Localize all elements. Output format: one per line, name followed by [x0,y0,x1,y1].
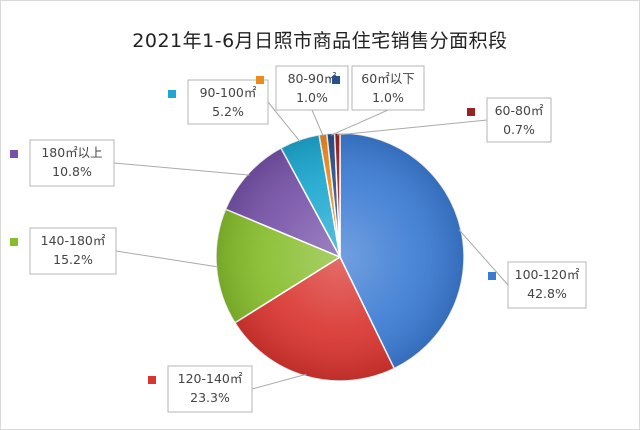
callout-3: 180㎡以上 10.8% [10,139,115,187]
legend-swatch-1 [148,376,156,384]
slice-value-2: 15.2% [53,252,93,267]
legend-swatch-7 [467,108,475,116]
callout-4: 90-100㎡ 5.2% [168,79,269,125]
leader-line-4 [267,101,301,143]
leader-line-3 [113,162,250,176]
legend-swatch-3 [10,150,18,158]
slice-label-1: 120-140㎡ [178,371,243,386]
slice-value-1: 23.3% [190,390,230,405]
legend-swatch-5 [256,76,264,84]
slice-label-2: 140-180㎡ [41,233,106,248]
slice-value-6: 1.0% [372,90,404,105]
leader-line-6 [330,109,389,136]
slice-label-7: 60-80㎡ [495,103,544,118]
callout-1: 120-140㎡ 23.3% [148,365,253,413]
legend-swatch-6 [332,76,340,84]
leader-line-1 [251,373,307,390]
legend-swatch-4 [168,90,176,98]
callout-box-3 [29,139,115,187]
slice-label-6: 60㎡以下 [361,71,414,86]
callout-box-6 [351,65,425,111]
callout-box-7 [486,97,552,143]
leader-line-7 [337,119,488,136]
callout-5: 80-90㎡ 1.0% [256,65,349,111]
slice-value-0: 42.8% [527,286,567,301]
slice-value-3: 10.8% [52,164,92,179]
callout-box-4 [187,79,269,125]
callout-0: 100-120㎡ 42.8% [488,261,587,309]
chart-title: 2021年1-6月日照市商品住宅销售分面积段 [132,30,508,52]
leader-line-0 [458,229,509,286]
slice-label-0: 100-120㎡ [515,267,580,282]
leader-line-5 [311,109,324,137]
legend-swatch-2 [10,238,18,246]
slice-value-7: 0.7% [503,122,535,137]
slice-label-4: 90-100㎡ [200,85,257,100]
callout-box-1 [167,365,253,413]
callout-box-5 [275,65,349,111]
slice-label-5: 80-90㎡ [288,71,337,86]
leader-line-2 [115,250,219,268]
slice-value-5: 1.0% [296,90,328,105]
slice-value-4: 5.2% [212,104,244,119]
callout-box-2 [29,227,117,275]
callout-box-0 [507,261,587,309]
callout-7: 60-80㎡ 0.7% [467,97,552,143]
legend-swatch-0 [488,272,496,280]
callout-6: 60㎡以下 1.0% [332,65,425,111]
slice-label-3: 180㎡以上 [41,145,102,160]
callout-2: 140-180㎡ 15.2% [10,227,117,275]
